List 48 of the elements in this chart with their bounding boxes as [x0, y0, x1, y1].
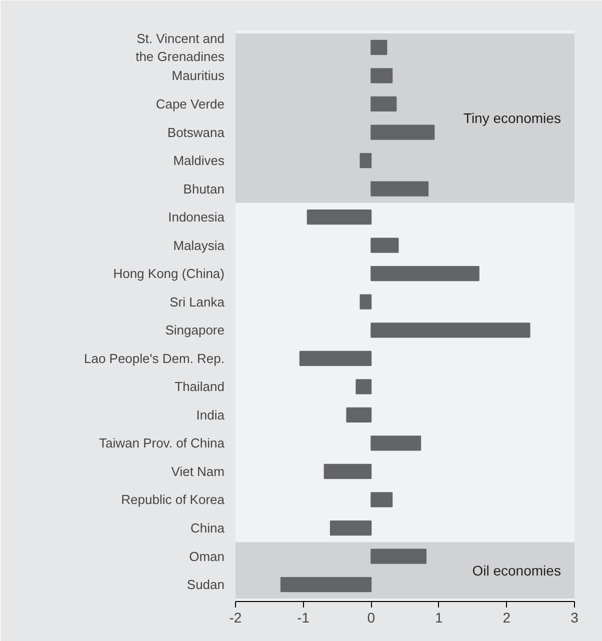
bar: [370, 181, 429, 196]
bar: [330, 520, 372, 536]
y-tick-label: China: [190, 520, 226, 536]
y-tick-label: Taiwan Prov. of China: [99, 436, 226, 451]
x-tick-label: 3: [570, 610, 579, 626]
y-tick-label: Mauritius: [172, 68, 225, 84]
bar: [370, 322, 530, 338]
x-tick-label: 0: [367, 610, 376, 626]
y-tick-label: St. Vincent and the Grenadines: [136, 30, 225, 64]
x-tick-label: 2: [502, 610, 511, 626]
bar: [370, 238, 399, 253]
y-tick-label: Singapore: [165, 322, 225, 338]
bar: [370, 68, 393, 84]
bar: [360, 152, 372, 168]
y-tick-label: Republic of Korea: [121, 492, 226, 508]
bar: [370, 436, 422, 451]
bar: [280, 576, 372, 592]
band-label: Oil economies: [472, 562, 561, 578]
y-tick-label: Cape Verde: [156, 96, 225, 112]
bar: [360, 294, 372, 310]
bar: [299, 350, 372, 366]
x-tick-label: 1: [435, 610, 444, 626]
y-tick-label: Sri Lanka: [170, 294, 226, 310]
y-tick-label: India: [196, 407, 226, 422]
y-tick-label: Hong Kong (China): [113, 266, 225, 282]
bar: [370, 124, 435, 140]
y-tick-label: Malaysia: [173, 238, 226, 253]
bar: [370, 266, 480, 282]
y-tick-label: Botswana: [167, 124, 226, 140]
band-label: Tiny economies: [463, 110, 561, 126]
y-tick-label: Oman: [189, 548, 225, 564]
y-tick-label: Indonesia: [168, 210, 226, 225]
y-tick-label: Thailand: [174, 379, 225, 394]
bar: [370, 492, 393, 508]
y-tick-label: Bhutan: [183, 181, 224, 196]
bar: [370, 96, 397, 112]
bar: [370, 548, 427, 564]
x-tick-label: -1: [297, 610, 310, 626]
bar: [306, 210, 372, 225]
y-tick-label: Sudan: [186, 577, 225, 592]
bar: [370, 40, 388, 56]
y-tick-label: Maldives: [173, 153, 225, 168]
bar: [356, 379, 372, 394]
x-tick-label: -2: [229, 610, 242, 626]
bar: [346, 407, 372, 422]
y-tick-label: Lao People's Dem. Rep.: [84, 350, 225, 366]
bar: [324, 464, 372, 480]
y-tick-label: Viet Nam: [171, 464, 225, 479]
